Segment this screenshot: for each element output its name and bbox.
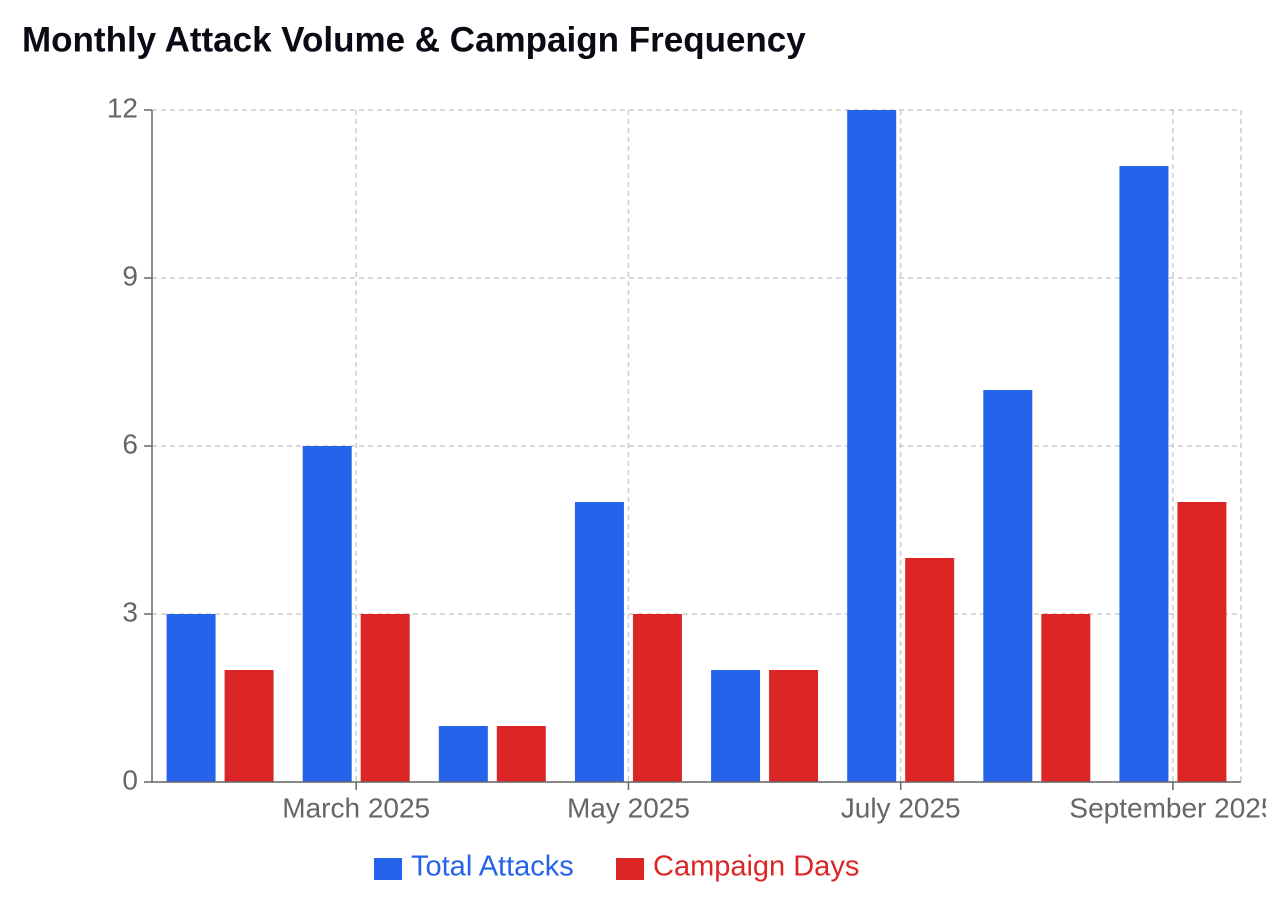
y-tick-label: 3 [122,596,138,627]
bar [847,110,897,782]
bar [1041,614,1091,782]
bar [769,670,819,782]
legend-swatch [616,858,644,880]
chart-title: Monthly Attack Volume & Campaign Frequen… [22,20,806,59]
bar [711,670,761,782]
bar [1177,502,1227,782]
bar [1119,166,1169,782]
bar [224,670,274,782]
x-tick-label: March 2025 [282,792,430,823]
bar [574,502,624,782]
bar [983,390,1033,782]
legend-label: Campaign Days [653,851,859,883]
x-tick-label: May 2025 [567,792,690,823]
y-tick-label: 0 [122,764,138,795]
y-tick-label: 9 [122,260,138,291]
legend-swatch [374,858,402,880]
bar [302,446,352,782]
y-tick-label: 6 [122,428,138,459]
bar [905,558,955,782]
bar [360,614,410,782]
legend-label: Total Attacks [411,851,574,883]
bar [632,614,682,782]
bar [166,614,216,782]
y-tick-label: 12 [107,92,138,123]
bar [496,726,546,782]
x-tick-label: July 2025 [841,792,961,823]
bar [438,726,488,782]
x-tick-label: September 2025 [1069,792,1266,823]
